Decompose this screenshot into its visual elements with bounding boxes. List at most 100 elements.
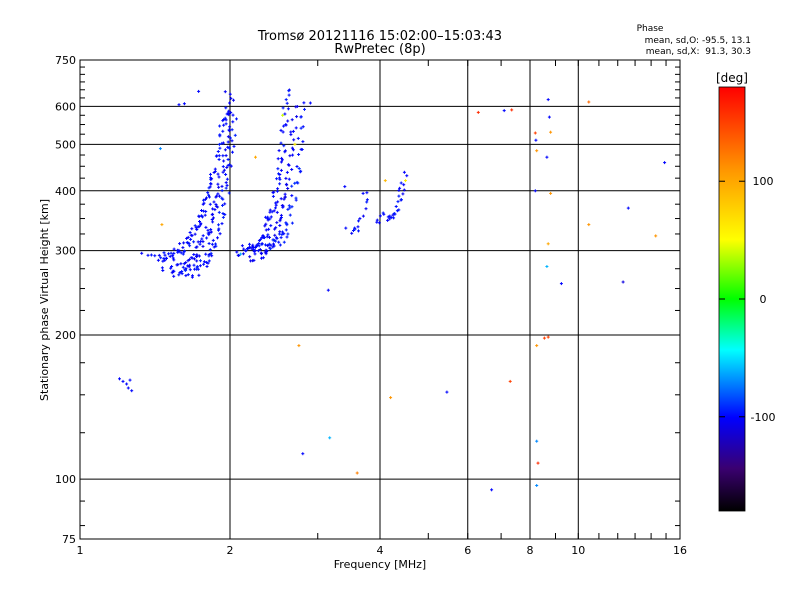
- data-point: [295, 165, 299, 168]
- data-point: [160, 266, 164, 270]
- data-point: [287, 204, 291, 208]
- data-point: [221, 215, 225, 219]
- data-point: [280, 233, 284, 237]
- data-point: [224, 154, 228, 158]
- x-tick-label: 8: [527, 544, 534, 557]
- data-point: [445, 390, 449, 394]
- data-point: [229, 96, 233, 100]
- data-point: [294, 126, 298, 130]
- data-point: [626, 206, 630, 210]
- data-point: [264, 243, 267, 247]
- data-point: [206, 228, 210, 232]
- data-point: [282, 232, 286, 236]
- data-point: [268, 235, 271, 239]
- data-point: [227, 191, 231, 195]
- data-point: [386, 218, 390, 222]
- data-point: [296, 136, 300, 140]
- data-point: [179, 251, 183, 255]
- data-point: [167, 252, 170, 256]
- data-point: [654, 234, 658, 238]
- data-point: [170, 265, 174, 268]
- data-point: [283, 192, 287, 196]
- data-point: [587, 100, 591, 104]
- data-point: [288, 206, 292, 210]
- data-point: [221, 203, 224, 207]
- data-point: [283, 195, 287, 199]
- data-point: [277, 240, 281, 244]
- data-point: [185, 236, 189, 240]
- chart-title: Tromsø 20121116 15:02:00–15:03:43: [257, 29, 502, 44]
- data-point: [223, 148, 227, 152]
- data-point: [223, 202, 227, 206]
- data-point: [375, 218, 379, 222]
- data-point: [191, 274, 194, 278]
- y-tick-label: 600: [55, 100, 76, 113]
- data-point: [267, 227, 271, 231]
- data-point: [546, 98, 550, 102]
- data-point: [212, 200, 216, 204]
- data-point: [395, 209, 399, 213]
- data-point: [291, 148, 295, 152]
- data-point: [187, 265, 191, 269]
- data-point: [198, 242, 202, 246]
- data-point: [226, 111, 230, 115]
- data-point: [264, 248, 268, 252]
- data-point: [279, 236, 283, 240]
- data-point: [394, 205, 398, 208]
- data-point: [290, 184, 294, 188]
- data-point: [249, 259, 253, 263]
- data-point: [216, 182, 220, 186]
- data-point: [184, 268, 188, 272]
- data-point: [126, 386, 130, 390]
- data-point: [163, 258, 167, 262]
- data-point: [195, 228, 199, 231]
- data-point: [118, 377, 121, 381]
- data-point: [224, 173, 228, 176]
- data-point: [153, 254, 157, 258]
- data-point: [217, 175, 221, 179]
- data-point: [274, 239, 278, 243]
- data-point: [130, 389, 134, 393]
- data-point: [663, 161, 667, 165]
- data-point: [401, 192, 405, 196]
- data-point: [202, 209, 206, 213]
- data-point: [181, 246, 185, 250]
- data-point: [215, 154, 219, 158]
- data-point: [176, 263, 180, 267]
- data-point: [224, 122, 228, 126]
- data-point: [231, 120, 235, 124]
- data-point: [201, 240, 205, 244]
- data-point: [204, 252, 208, 256]
- data-point: [206, 261, 210, 265]
- data-point: [264, 228, 268, 232]
- data-point: [237, 254, 241, 257]
- data-point: [621, 280, 625, 284]
- data-point: [208, 185, 212, 189]
- data-point: [389, 396, 393, 400]
- data-point: [291, 153, 295, 157]
- data-point: [183, 249, 186, 253]
- data-point: [281, 130, 285, 134]
- data-points: [118, 88, 667, 492]
- data-point: [198, 264, 202, 268]
- data-point: [212, 245, 216, 249]
- data-point: [295, 115, 299, 119]
- data-point: [251, 243, 255, 247]
- data-point: [220, 184, 224, 188]
- data-point: [272, 242, 275, 246]
- data-point: [241, 252, 245, 256]
- data-point: [172, 274, 176, 278]
- data-point: [248, 245, 252, 249]
- data-point: [261, 234, 265, 237]
- data-point: [278, 243, 282, 247]
- data-point: [172, 251, 176, 255]
- data-point: [227, 129, 231, 133]
- data-point: [264, 222, 268, 226]
- data-point: [190, 227, 194, 231]
- data-point: [240, 244, 244, 248]
- data-point: [258, 248, 262, 251]
- data-point: [177, 273, 181, 277]
- data-point: [279, 168, 283, 172]
- data-point: [199, 259, 202, 263]
- data-point: [196, 265, 199, 269]
